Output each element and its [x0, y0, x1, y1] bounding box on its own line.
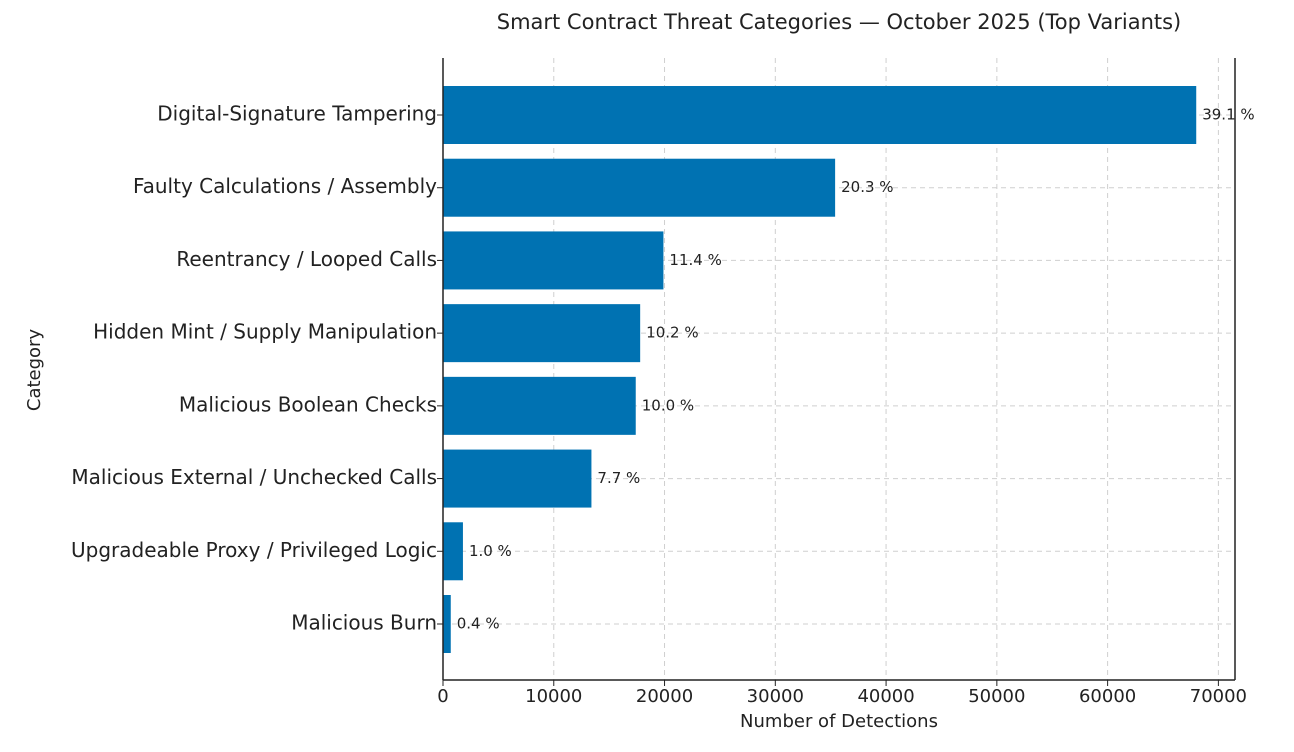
bar — [443, 231, 664, 290]
y-tick-label: Reentrancy / Looped Calls — [176, 247, 437, 271]
value-label: 1.0 % — [469, 542, 512, 560]
y-tick-label: Malicious Boolean Checks — [179, 392, 437, 416]
y-axis-label: Category — [24, 329, 45, 412]
x-tick-label: 50000 — [968, 686, 1025, 707]
x-axis-label: Number of Detections — [740, 711, 938, 732]
x-tick-label: 60000 — [1079, 686, 1136, 707]
bar — [443, 86, 1197, 144]
value-label: 11.4 % — [669, 251, 721, 269]
value-label: 39.1 % — [1202, 106, 1254, 124]
bar — [443, 158, 836, 217]
bar — [443, 449, 592, 508]
x-tick-label: 10000 — [525, 686, 582, 707]
bar — [443, 376, 636, 435]
bar — [443, 304, 641, 363]
value-label: 20.3 % — [841, 178, 893, 196]
value-label: 0.4 % — [457, 615, 500, 633]
bar — [443, 595, 451, 653]
x-tick-label: 20000 — [636, 686, 693, 707]
x-tick-label: 70000 — [1190, 686, 1247, 707]
y-tick-label: Malicious Burn — [291, 611, 437, 635]
value-label: 10.0 % — [642, 396, 694, 414]
y-tick-label: Upgradeable Proxy / Privileged Logic — [71, 538, 437, 562]
value-label: 10.2 % — [646, 324, 698, 342]
x-tick-label: 0 — [437, 686, 448, 707]
y-tick-label: Hidden Mint / Supply Manipulation — [93, 320, 437, 344]
y-tick-label: Faulty Calculations / Assembly — [133, 174, 437, 198]
value-label: 7.7 % — [597, 469, 640, 487]
chart-title: Smart Contract Threat Categories — Octob… — [497, 10, 1182, 34]
y-tick-label: Malicious External / Unchecked Calls — [71, 465, 437, 489]
x-tick-label: 30000 — [747, 686, 804, 707]
y-tick-label: Digital-Signature Tampering — [157, 102, 437, 126]
bar — [443, 522, 463, 581]
x-tick-label: 40000 — [857, 686, 914, 707]
